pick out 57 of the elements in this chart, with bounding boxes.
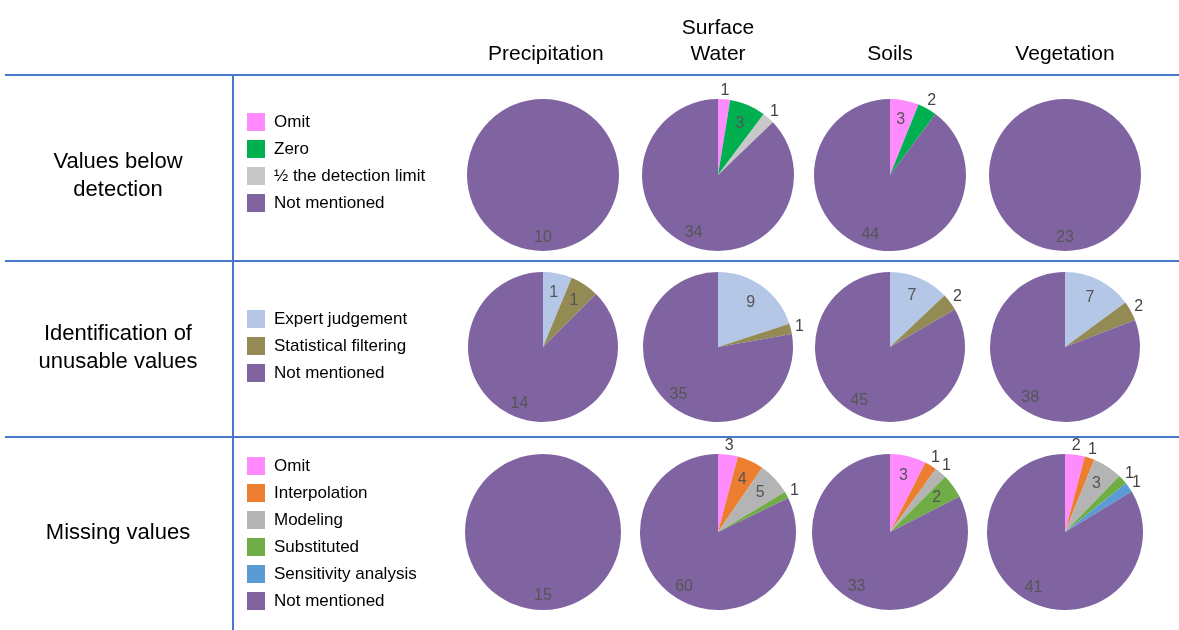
data-label: 1 xyxy=(720,80,730,98)
legend-label: Not mentioned xyxy=(274,362,385,383)
data-label: 10 xyxy=(534,227,552,245)
data-label: 3 xyxy=(735,113,745,131)
data-label: 1 xyxy=(1087,439,1097,457)
data-label: 14 xyxy=(510,394,529,412)
legend-label: Zero xyxy=(274,138,309,159)
data-label: 4 xyxy=(737,469,747,487)
data-label: 15 xyxy=(534,586,552,604)
chart-title: Soils xyxy=(866,40,914,66)
data-label: 5 xyxy=(755,482,765,500)
data-label: 7 xyxy=(1085,287,1095,305)
data-label: 7 xyxy=(907,286,917,304)
data-label: 1 xyxy=(569,291,579,309)
data-label: 34 xyxy=(684,222,703,240)
data-label: 2 xyxy=(1071,436,1081,454)
text: Values below detection xyxy=(52,147,184,203)
data-label: 2 xyxy=(952,287,962,305)
legend-label: Substituted xyxy=(274,536,360,557)
data-label: 44 xyxy=(861,224,880,242)
data-label: 1 xyxy=(549,282,559,300)
data-label: 41 xyxy=(1024,578,1043,596)
data-label: 3 xyxy=(1092,474,1102,492)
data-label: 60 xyxy=(675,576,694,594)
text: Missing values xyxy=(44,518,192,546)
legend-label: Not mentioned xyxy=(274,192,385,213)
data-label: 33 xyxy=(847,576,866,594)
data-label: 2 xyxy=(932,488,942,506)
legend-label: Omit xyxy=(274,111,310,132)
data-label: 1 xyxy=(931,448,940,466)
chart-title: Vegetation xyxy=(1014,40,1116,66)
data-label: 23 xyxy=(1056,227,1074,245)
chart-title: Precipitation xyxy=(488,40,604,66)
data-label: 3 xyxy=(899,466,909,484)
data-label: 9 xyxy=(746,292,756,310)
legend-label: ½ the detection limit xyxy=(274,165,426,186)
data-label: 1 xyxy=(795,317,805,335)
data-label: 1 xyxy=(769,101,779,119)
legend-label: Expert judgement xyxy=(274,308,408,329)
data-label: 1 xyxy=(1124,463,1134,481)
legend-label: Statistical filtering xyxy=(274,335,407,356)
text: Identification of unusable values xyxy=(37,319,199,375)
data-label: 2 xyxy=(927,91,937,109)
chart-title: Surface Water xyxy=(680,14,756,66)
data-label: 35 xyxy=(669,384,688,402)
data-label: 45 xyxy=(850,390,869,408)
data-label: 1 xyxy=(790,481,800,499)
legend-label: Sensitivity analysis xyxy=(274,563,417,584)
legend-label: Not mentioned xyxy=(274,590,385,611)
data-label: 3 xyxy=(896,110,906,128)
legend-label: Modeling xyxy=(274,509,343,530)
data-label: 1 xyxy=(942,456,952,474)
data-label: 2 xyxy=(1134,297,1144,315)
legend-label: Omit xyxy=(274,455,310,476)
data-label: 3 xyxy=(724,436,734,454)
data-label: 38 xyxy=(1021,388,1040,406)
legend-label: Interpolation xyxy=(274,482,368,503)
